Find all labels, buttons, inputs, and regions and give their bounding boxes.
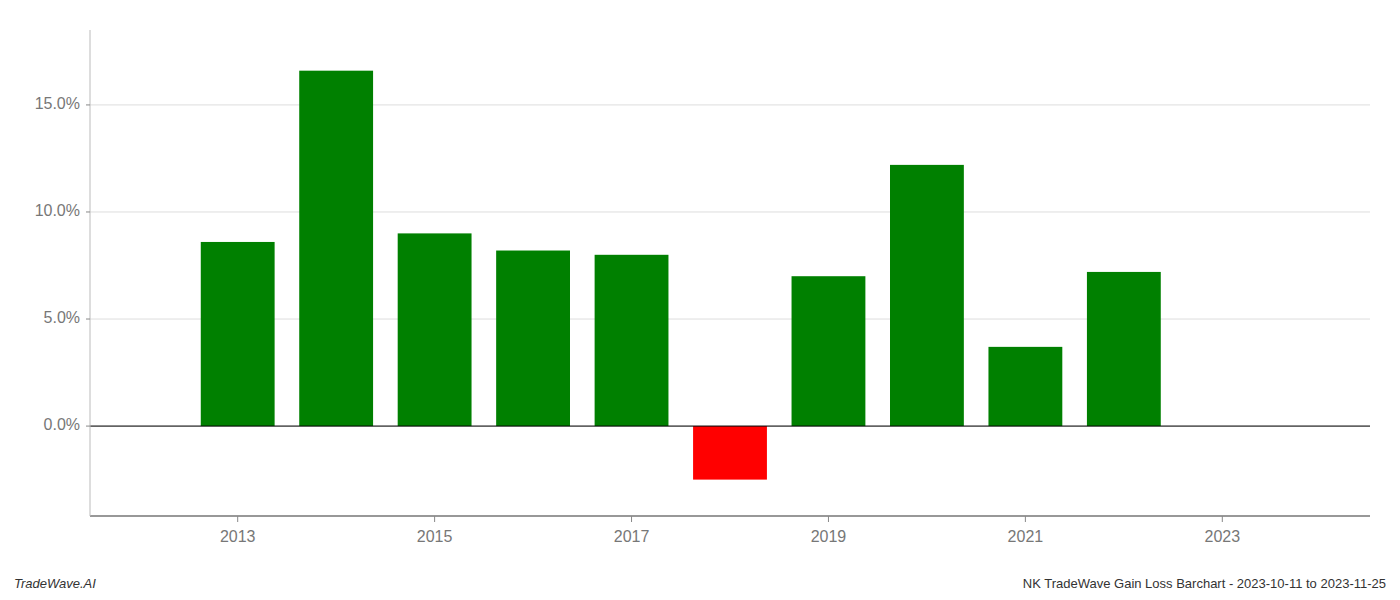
x-tick-label: 2023 bbox=[1205, 528, 1241, 545]
footer-left: TradeWave.AI bbox=[14, 576, 96, 591]
y-axis-line bbox=[90, 30, 91, 516]
grid-line bbox=[90, 426, 1370, 427]
x-tick-label: 2019 bbox=[811, 528, 847, 545]
chart-svg: 2013 2015 2017 2019 2021 2023 0.0% 5.0% 10.0% 15.… bbox=[0, 0, 1400, 600]
chart-container: 2013 2015 2017 2019 2021 2023 0.0% 5.0% 10.0% 15.… bbox=[0, 0, 1400, 600]
y-tick bbox=[86, 319, 90, 320]
x-axis-line bbox=[90, 515, 1370, 516]
bar bbox=[496, 251, 570, 427]
bar bbox=[792, 276, 866, 426]
x-tick bbox=[828, 516, 829, 522]
zero-line bbox=[90, 426, 1370, 427]
x-tick-label: 2015 bbox=[417, 528, 453, 545]
axes: 2013 2015 2017 2019 2021 2023 0.0% 5.0% 10.0% 15.… bbox=[35, 30, 1370, 545]
y-tick-label: 10.0% bbox=[35, 202, 80, 219]
y-tick bbox=[86, 211, 90, 212]
bar bbox=[1087, 272, 1161, 426]
x-tick-label: 2013 bbox=[220, 528, 256, 545]
x-tick-label: 2017 bbox=[614, 528, 650, 545]
y-tick bbox=[86, 426, 90, 427]
bar bbox=[595, 255, 669, 426]
y-tick-label: 5.0% bbox=[44, 309, 80, 326]
x-tick-label: 2021 bbox=[1008, 528, 1044, 545]
x-tick bbox=[434, 516, 435, 522]
x-tick bbox=[237, 516, 238, 522]
bar bbox=[693, 426, 767, 480]
grid-line bbox=[90, 211, 1370, 212]
grid-line bbox=[90, 319, 1370, 320]
x-tick bbox=[1222, 516, 1223, 522]
bar bbox=[988, 347, 1062, 426]
bar bbox=[201, 242, 275, 426]
grid bbox=[90, 105, 1370, 426]
y-tick bbox=[86, 104, 90, 105]
grid-line bbox=[90, 104, 1370, 105]
y-tick-label: 0.0% bbox=[44, 416, 80, 433]
x-tick bbox=[1025, 516, 1026, 522]
bar bbox=[398, 233, 472, 426]
footer-right: NK TradeWave Gain Loss Barchart - 2023-1… bbox=[1023, 576, 1386, 591]
footer: TradeWave.AI NK TradeWave Gain Loss Barch… bbox=[14, 576, 1386, 591]
bars bbox=[201, 71, 1161, 480]
x-tick bbox=[631, 516, 632, 522]
bar bbox=[299, 71, 373, 426]
bar bbox=[890, 165, 964, 426]
y-tick-label: 15.0% bbox=[35, 95, 80, 112]
